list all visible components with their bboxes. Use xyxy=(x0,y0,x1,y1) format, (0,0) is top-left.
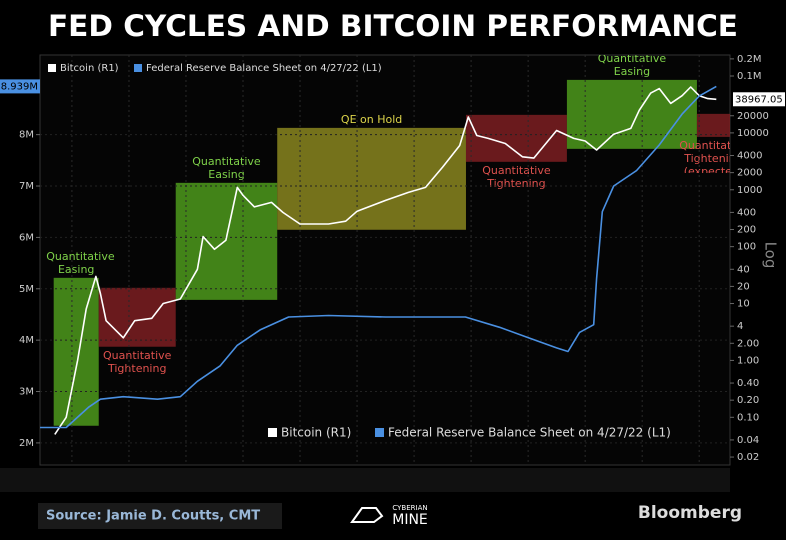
source: Source: Jamie D. Coutts, CMT xyxy=(46,509,260,524)
region-label-box: QE on Hold xyxy=(340,112,403,126)
y2-tick-label: 4 xyxy=(737,321,743,332)
y2-tick-label: 10 xyxy=(737,299,750,310)
region-label: QE on Hold xyxy=(340,112,403,126)
legend-label: Bitcoin (R1) xyxy=(281,426,351,440)
logo-bottom: MINE xyxy=(392,512,428,528)
y2-tick-label: 2.00 xyxy=(737,338,759,349)
y2-tick-label: 400 xyxy=(737,207,756,218)
publisher: Bloomberg xyxy=(638,503,742,523)
chart-title: FED CYCLES AND BITCOIN PERFORMANCE xyxy=(48,9,738,43)
source-box xyxy=(38,503,282,529)
region-label-box: Quantitative Tightening (expected) xyxy=(679,138,748,173)
y2-tick-label: 20000 xyxy=(737,111,769,122)
legend-swatch xyxy=(268,428,277,437)
legend-swatch xyxy=(134,64,142,72)
region-label-box: Quantitative Tightening xyxy=(103,348,172,375)
region xyxy=(53,277,99,426)
region xyxy=(277,127,466,230)
logo-top: CYBERIAN xyxy=(392,504,427,512)
region xyxy=(175,182,278,300)
y2-tick-label: 2000 xyxy=(737,168,762,179)
y-tick-label: 2M xyxy=(19,438,34,449)
series-line xyxy=(40,85,717,429)
y2-tick-label: 200 xyxy=(737,225,756,236)
last-value-label: 8.939M xyxy=(1,81,38,92)
y2-tick-label: 0.20 xyxy=(737,395,759,406)
y2-axis-label: Log xyxy=(762,242,780,269)
regions: Quantitative Easing Quantitative Tighteni… xyxy=(46,51,748,426)
legend-swatch xyxy=(375,428,384,437)
y-tick-label: 8M xyxy=(19,130,34,141)
y2-tick-label: 0.40 xyxy=(737,378,759,389)
y-tick-label: 4M xyxy=(19,335,34,346)
y2-tick-label: 40 xyxy=(737,264,750,275)
legend-label: Federal Reserve Balance Sheet on 4/27/22… xyxy=(146,63,382,74)
y2-tick-label: 1.00 xyxy=(737,355,759,366)
series-line xyxy=(54,86,717,435)
region-label: Quantitative Easing xyxy=(46,249,115,276)
y2-tick-label: 1000 xyxy=(737,185,762,196)
region-label: Quantitative Easing xyxy=(192,154,261,181)
logo: CYBERIAN MINE xyxy=(350,504,428,528)
y-tick-label: 3M xyxy=(19,387,34,398)
region xyxy=(465,114,567,162)
y2-tick-label: 0.2M xyxy=(737,54,762,65)
region-label: Quantitative Easing xyxy=(597,51,667,78)
region xyxy=(696,113,730,137)
y2-tick-label: 0.04 xyxy=(737,435,759,446)
y-tick-label: 6M xyxy=(19,232,34,243)
region-label-box: Quantitative Easing xyxy=(597,51,667,78)
y-tick-label: 5M xyxy=(19,284,34,295)
y2-tick-label: 4000 xyxy=(737,151,762,162)
y2-tick-label: 20 xyxy=(737,281,750,292)
logo-icon xyxy=(350,507,384,523)
y2-tick-label: 0.1M xyxy=(737,71,762,82)
legend-label: Bitcoin (R1) xyxy=(60,63,119,74)
legend-label: Federal Reserve Balance Sheet on 4/27/22… xyxy=(388,426,671,440)
region-label: Quantitative Tightening (expected) xyxy=(679,138,748,173)
y2-tick-label: 100 xyxy=(737,242,756,253)
region xyxy=(98,287,176,347)
y2-tick-label: 0.10 xyxy=(737,412,759,423)
last-value-box xyxy=(733,92,785,107)
y2-tick-label: 10000 xyxy=(737,128,769,139)
region-label-box: Quantitative Easing xyxy=(46,249,115,276)
x-axis-strip xyxy=(0,468,730,492)
region-label: Quantitative Tightening xyxy=(103,348,172,375)
lines xyxy=(40,85,717,435)
region-label: Quantitative Tightening xyxy=(482,163,551,190)
grid xyxy=(40,55,730,465)
last-value-box xyxy=(0,79,40,94)
legend-swatch xyxy=(48,64,56,72)
y2-tick-label: 0.02 xyxy=(737,452,759,463)
region xyxy=(566,79,697,149)
region-label-box: Quantitative Easing xyxy=(192,154,261,181)
y-tick-label: 7M xyxy=(19,181,34,192)
region-label-box: Quantitative Tightening xyxy=(482,163,551,190)
last-value-label: 38967.05 xyxy=(735,94,783,105)
